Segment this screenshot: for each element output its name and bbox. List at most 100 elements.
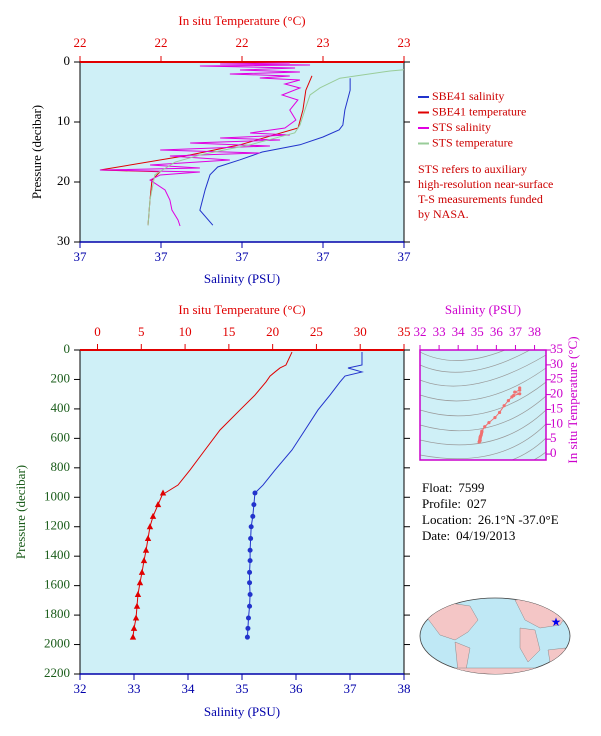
y-tick-label: 1400	[44, 547, 70, 562]
circle-marker	[247, 547, 253, 553]
legend-label: SBE41 temperature	[432, 104, 526, 118]
ts-x-tick-label: 37	[509, 324, 523, 339]
triangle-marker	[159, 489, 167, 496]
ts-y-tick-label: 35	[550, 341, 563, 356]
ts-frame	[419, 349, 547, 461]
circle-marker	[247, 591, 253, 597]
triangle-marker	[142, 546, 150, 553]
ts-y-tick-label: 5	[550, 430, 557, 445]
ts-background	[420, 350, 546, 460]
x2-tick-label: 0	[94, 324, 101, 339]
x2-tick-label: 10	[179, 324, 192, 339]
note-line: STS refers to auxiliary	[418, 162, 527, 176]
note-line: high-resolution near-surface	[418, 177, 553, 191]
ts-point	[513, 390, 517, 394]
y-tick-label: 200	[51, 370, 71, 385]
circle-marker	[250, 513, 256, 519]
ts-x-tick-label: 34	[452, 324, 466, 339]
ts-y-tick-label: 15	[550, 400, 563, 415]
x2-tick-label: 23	[317, 35, 330, 50]
triangle-marker	[129, 633, 137, 640]
circle-marker	[247, 603, 253, 609]
ts-x-tick-label: 35	[471, 324, 484, 339]
profile-line	[99, 62, 311, 227]
ts-point	[493, 415, 497, 420]
info-value: 027	[467, 496, 487, 511]
y-tick-label: 1800	[44, 606, 70, 621]
ts-x-tick-label: 32	[414, 324, 427, 339]
y-tick-label: 0	[64, 341, 71, 356]
y-tick-label: 2000	[44, 636, 70, 651]
x-axis-label: Salinity (PSU)	[204, 704, 280, 719]
circle-marker	[248, 536, 254, 542]
circle-marker	[244, 634, 250, 640]
x2-tick-label: 25	[310, 324, 323, 339]
x2-tick-label: 15	[222, 324, 235, 339]
x2-tick-label: 22	[236, 35, 249, 50]
circle-marker	[251, 502, 257, 508]
x-tick-label: 32	[74, 681, 87, 696]
circle-marker	[245, 615, 251, 621]
circle-marker	[252, 490, 258, 496]
x2-tick-label: 35	[398, 324, 411, 339]
profile-line	[199, 78, 351, 226]
y-tick-label: 30	[57, 233, 70, 248]
triangle-marker	[138, 568, 146, 575]
x2-tick-label: 22	[74, 35, 87, 50]
x-tick-label: 37	[398, 249, 412, 264]
x2-tick-label: 5	[138, 324, 145, 339]
triangle-marker	[146, 523, 154, 530]
ts-point	[477, 440, 481, 444]
legend-label: STS salinity	[432, 120, 491, 134]
info-value: 26.1°N -37.0°E	[478, 512, 559, 527]
x-axis-label: Salinity (PSU)	[204, 271, 280, 286]
triangle-marker	[132, 614, 140, 621]
note-line: T-S measurements funded	[418, 192, 543, 206]
info-label: Float:	[422, 480, 452, 495]
triangle-marker	[154, 501, 162, 508]
info-label: Date:	[422, 528, 450, 543]
x-tick-label: 37	[236, 249, 250, 264]
info-label: Profile:	[422, 496, 461, 511]
ts-y-tick-label: 30	[550, 356, 563, 371]
y-axis-label: Pressure (decibar)	[29, 105, 44, 199]
y-tick-label: 10	[57, 113, 70, 128]
x-tick-label: 36	[290, 681, 304, 696]
info-label: Location:	[422, 512, 472, 527]
circle-marker	[245, 625, 251, 631]
y-tick-label: 1200	[44, 518, 70, 533]
circle-marker	[248, 524, 254, 530]
x2-axis-label: In situ Temperature (°C)	[178, 13, 305, 28]
info-value: 04/19/2013	[456, 528, 515, 543]
ts-point	[518, 388, 522, 392]
profile-line	[147, 69, 405, 226]
ts-y-tick-label: 10	[550, 415, 563, 430]
ts-y-tick-label: 20	[550, 386, 563, 401]
triangle-marker	[136, 579, 144, 586]
ts-point	[518, 392, 522, 396]
circle-marker	[247, 558, 253, 564]
x2-tick-label: 23	[398, 35, 411, 50]
world-map: ★	[419, 597, 571, 675]
triangle-marker	[130, 624, 138, 631]
ts-x-axis-label: Salinity (PSU)	[445, 302, 521, 317]
ts-point	[510, 395, 514, 399]
triangle-marker	[140, 557, 148, 564]
y-tick-label: 1000	[44, 488, 70, 503]
y-tick-label: 800	[51, 459, 71, 474]
triangle-marker	[149, 512, 157, 519]
ts-point	[502, 404, 506, 408]
ts-point	[483, 425, 487, 429]
ts-x-tick-label: 38	[528, 324, 541, 339]
x-tick-label: 35	[236, 681, 249, 696]
x-tick-label: 37	[344, 681, 358, 696]
plot-area	[79, 349, 405, 675]
y-tick-label: 400	[51, 400, 71, 415]
ts-point	[497, 410, 502, 415]
ts-y-tick-label: 25	[550, 371, 563, 386]
y-tick-label: 600	[51, 429, 71, 444]
x2-tick-label: 20	[266, 324, 279, 339]
float-location-star: ★	[551, 615, 562, 629]
